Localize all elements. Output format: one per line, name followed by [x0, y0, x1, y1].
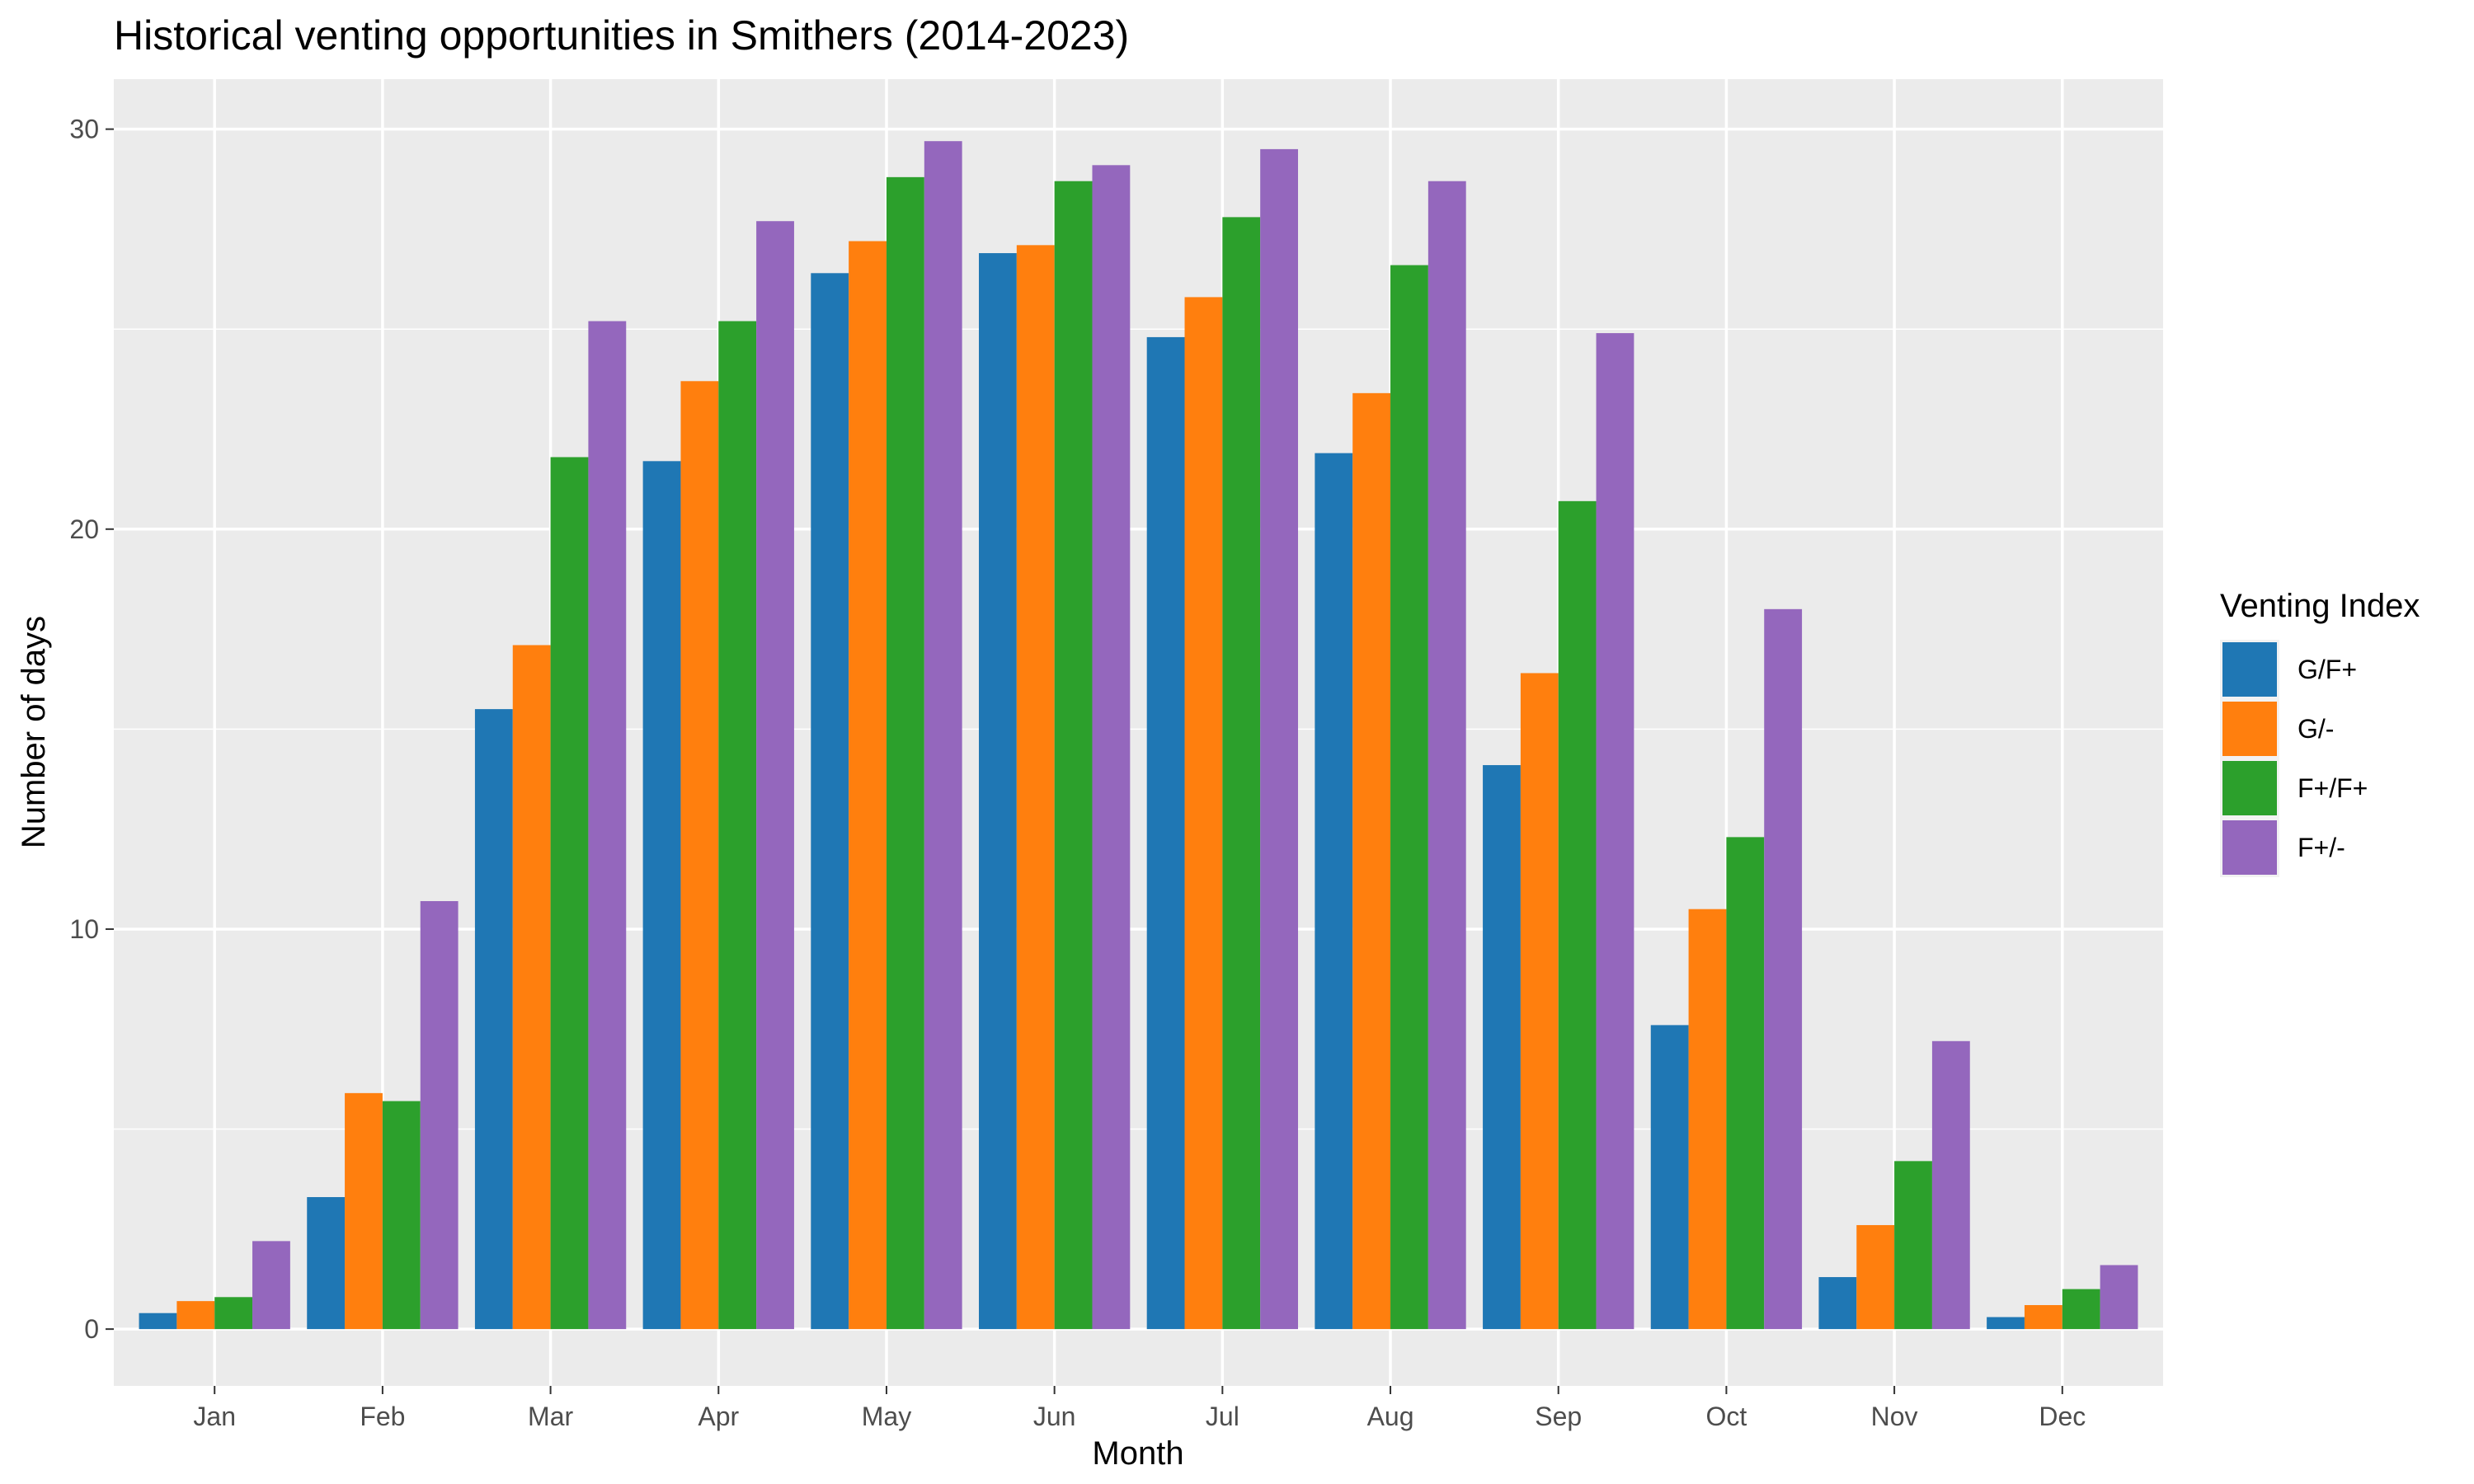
bar — [420, 900, 459, 1330]
bar — [2024, 1304, 2062, 1330]
x-tick-label: Oct — [1706, 1402, 1747, 1431]
bar — [1558, 500, 1597, 1330]
chart-title: Historical venting opportunities in Smit… — [114, 12, 1129, 59]
bar — [1390, 265, 1428, 1330]
bar — [550, 457, 589, 1330]
bar — [307, 1197, 346, 1330]
x-axis-title: Month — [1092, 1435, 1183, 1472]
bar — [1856, 1224, 1895, 1330]
bar — [718, 321, 757, 1330]
x-tick-label: Jan — [193, 1402, 236, 1431]
bar — [849, 241, 887, 1330]
bar — [1818, 1277, 1857, 1330]
bar — [811, 273, 849, 1330]
x-tick-label: Jul — [1206, 1402, 1239, 1431]
bar — [1726, 837, 1765, 1330]
legend-swatch — [2222, 761, 2277, 815]
legend: Venting Index G/F+ G/- F+/F+ F+/- — [2220, 588, 2420, 877]
bar — [1596, 333, 1634, 1330]
bar — [588, 321, 627, 1330]
bar — [382, 1101, 421, 1330]
bar — [214, 1297, 253, 1330]
x-axis: Jan Feb Mar Apr May Jun Jul Aug Sep Oct Nov Dec — [193, 1386, 2086, 1431]
bar — [1931, 1040, 1970, 1330]
bar — [886, 176, 924, 1330]
legend-label: G/F+ — [2298, 655, 2357, 684]
legend-swatch — [2222, 642, 2277, 697]
bar — [1146, 336, 1185, 1330]
bar — [1260, 148, 1299, 1330]
bar — [1184, 297, 1223, 1330]
bar — [1688, 909, 1727, 1330]
bar — [978, 253, 1017, 1330]
x-tick-label: May — [862, 1402, 911, 1431]
bar — [252, 1241, 290, 1330]
bar — [1764, 608, 1803, 1330]
legend-label: F+/- — [2298, 833, 2345, 862]
bar — [1222, 217, 1261, 1330]
x-tick-label: Mar — [528, 1402, 573, 1431]
bar — [2062, 1289, 2100, 1330]
bar — [1054, 181, 1093, 1330]
bar — [1894, 1161, 1932, 1330]
bar — [924, 141, 962, 1330]
bar — [139, 1313, 177, 1330]
y-tick-label: 0 — [84, 1314, 99, 1344]
y-axis-title: Number of days — [16, 616, 52, 848]
legend-swatch — [2222, 820, 2277, 875]
x-tick-label: Feb — [360, 1402, 405, 1431]
bar — [1483, 765, 1521, 1330]
bar — [1016, 245, 1055, 1330]
bar — [176, 1301, 215, 1330]
x-tick-label: Sep — [1535, 1402, 1582, 1431]
y-tick-label: 10 — [69, 914, 99, 944]
x-tick-label: Aug — [1367, 1402, 1414, 1431]
bar — [474, 709, 513, 1330]
y-tick-label: 20 — [69, 514, 99, 544]
bar — [1987, 1317, 2025, 1330]
bars — [139, 141, 2138, 1330]
bar — [1352, 392, 1391, 1330]
bar — [1427, 181, 1466, 1330]
y-tick-label: 30 — [69, 115, 99, 144]
bar — [512, 645, 551, 1330]
bar — [2100, 1265, 2138, 1330]
bar — [756, 221, 794, 1330]
bar — [1650, 1025, 1689, 1330]
legend-items: G/F+ G/- F+/F+ F+/- — [2220, 640, 2368, 877]
bar — [345, 1092, 383, 1330]
legend-label: G/- — [2298, 714, 2334, 744]
bar — [642, 461, 681, 1330]
legend-label: F+/F+ — [2298, 773, 2368, 803]
x-tick-label: Nov — [1871, 1402, 1918, 1431]
x-tick-label: Apr — [698, 1402, 739, 1431]
x-tick-label: Dec — [2039, 1402, 2086, 1431]
legend-swatch — [2222, 702, 2277, 756]
legend-title: Venting Index — [2220, 588, 2420, 624]
y-axis: 0 10 20 30 — [69, 115, 114, 1344]
bar — [680, 381, 719, 1330]
bar — [1315, 453, 1353, 1330]
x-tick-label: Jun — [1033, 1402, 1076, 1431]
bar — [1092, 165, 1131, 1330]
bar — [1520, 673, 1559, 1330]
